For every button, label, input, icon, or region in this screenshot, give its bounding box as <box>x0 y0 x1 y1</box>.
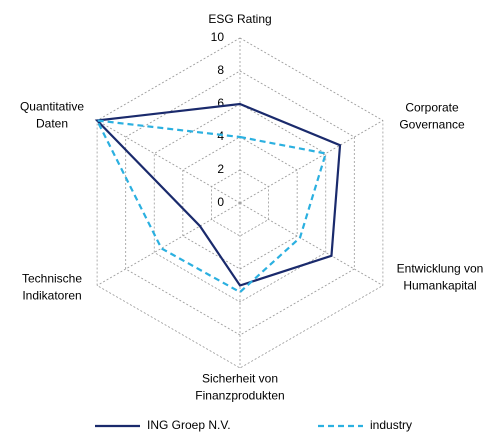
category-label: Sicherheit von <box>202 372 278 386</box>
axis-spoke <box>96 120 241 204</box>
axis-spoke <box>96 202 241 286</box>
category-label: Governance <box>399 118 465 132</box>
category-label: ESG Rating <box>208 12 271 26</box>
r-tick-label: 2 <box>217 162 224 176</box>
category-label: Corporate <box>405 101 459 115</box>
category-label: Humankapital <box>403 279 476 293</box>
category-label: Technische <box>22 272 82 286</box>
series-line <box>94 102 342 287</box>
r-tick-label: 10 <box>211 30 225 44</box>
category-label: Entwicklung von <box>397 262 484 276</box>
category-label: Daten <box>36 117 68 131</box>
legend-label: ING Groep N.V. <box>147 418 231 432</box>
r-tick-label: 4 <box>217 129 224 143</box>
category-label: Quantitative <box>20 100 84 114</box>
r-tick-label: 0 <box>217 195 224 209</box>
r-tick-label: 8 <box>217 63 224 77</box>
grid-ring <box>153 103 327 303</box>
category-label: Finanzprodukten <box>195 389 284 403</box>
axis-spoke <box>239 120 384 204</box>
category-label: Indikatoren <box>22 289 81 303</box>
axis-spoke <box>239 202 384 286</box>
r-tick-label: 6 <box>217 96 224 110</box>
legend-label: industry <box>370 418 412 432</box>
